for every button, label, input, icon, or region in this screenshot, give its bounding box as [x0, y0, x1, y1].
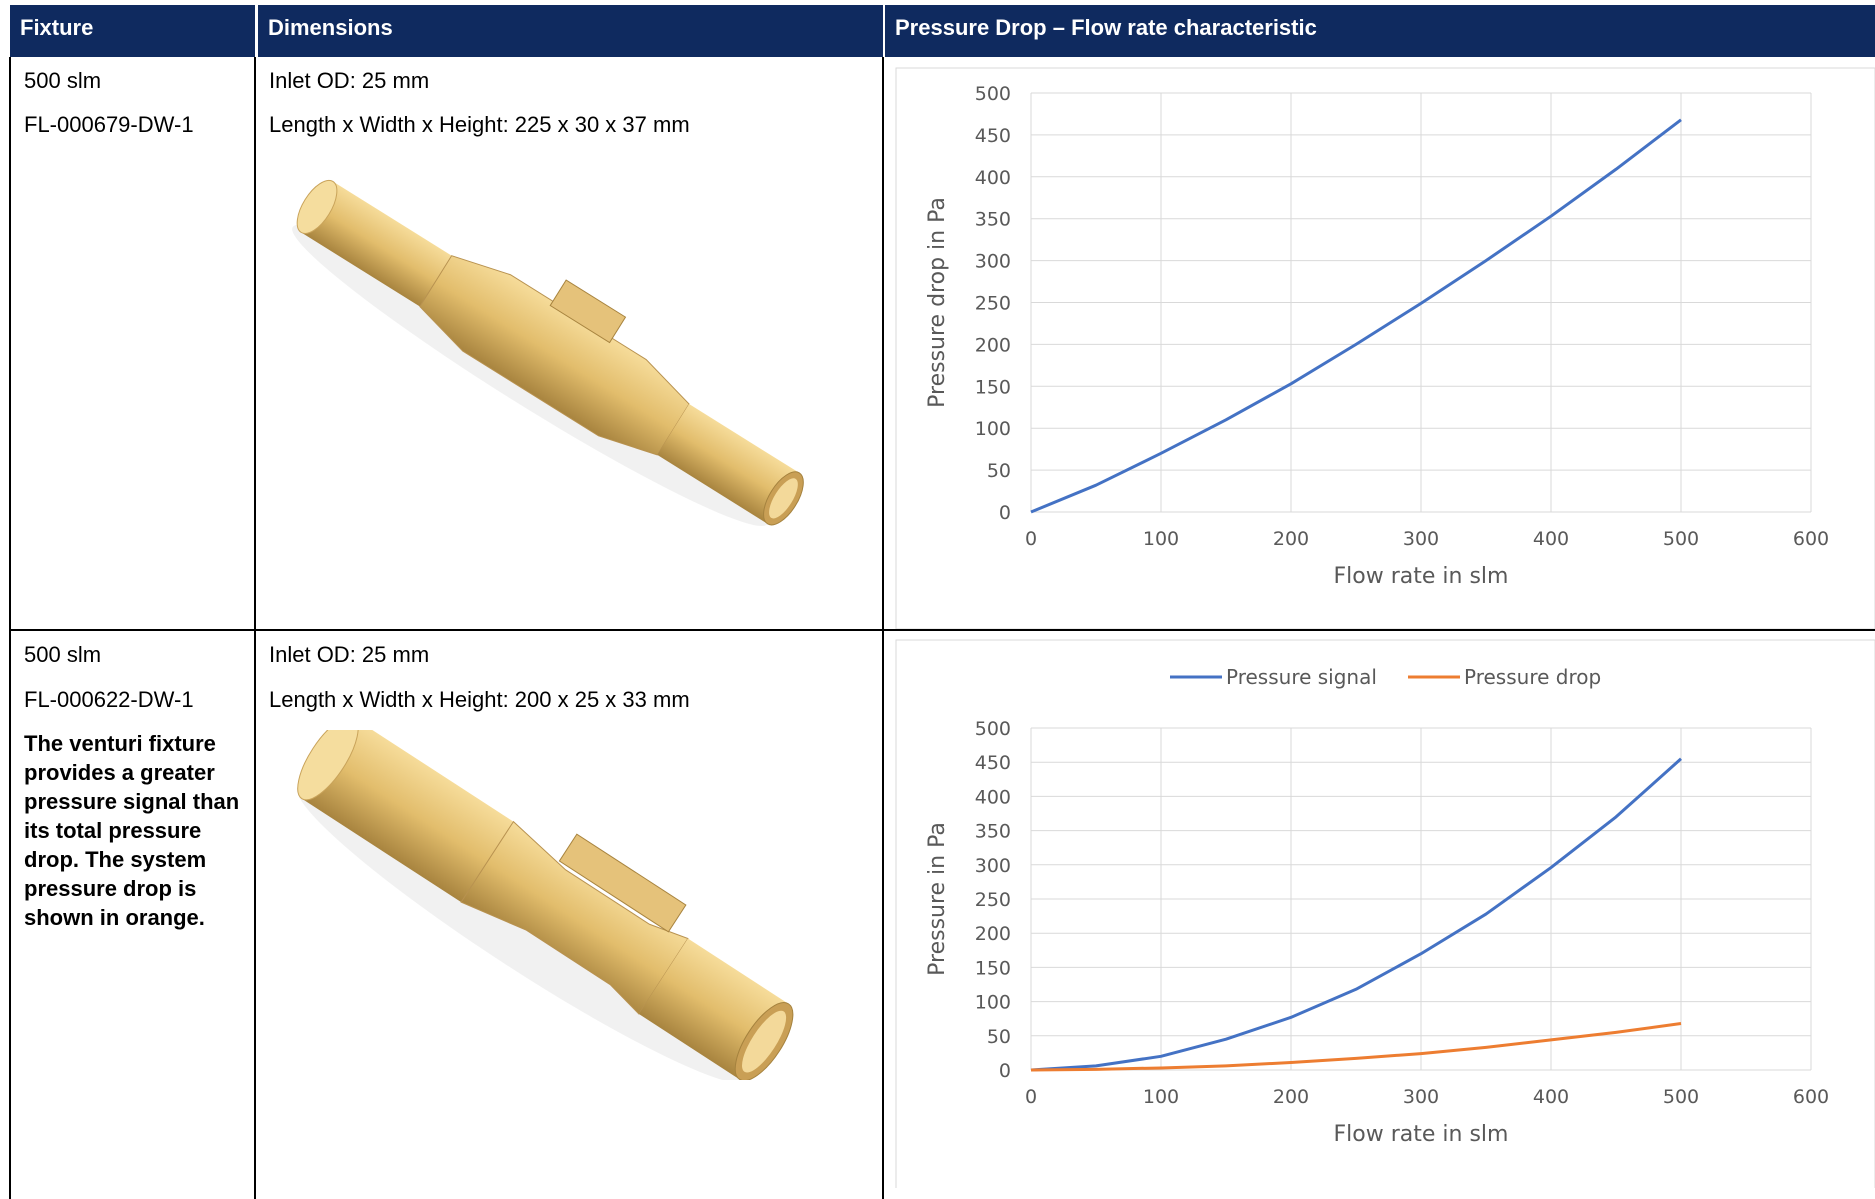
fixture-text: 500 slm	[24, 68, 102, 93]
dimension-text: Length x Width x Height: 225 x 30 x 37 m…	[269, 112, 690, 137]
fixture-text: FL-000622-DW-1	[24, 687, 194, 712]
y-tick-label: 300	[975, 251, 1011, 273]
fixture-text: 500 slm	[24, 642, 102, 667]
dimension-text: Length x Width x Height: 200 x 25 x 33 m…	[269, 687, 690, 712]
header-cell: Pressure Drop – Flow rate characteristic	[883, 5, 1875, 57]
cell	[254, 629, 884, 1199]
y-tick-label: 0	[999, 1060, 1011, 1082]
y-tick-label: 50	[987, 460, 1011, 482]
dimension-text: Inlet OD: 25 mm	[269, 642, 430, 667]
chart: 0 50 100 150 200 250 300 350 400 450 500 0 100 200 300…	[895, 67, 1875, 629]
y-tick-label: 450	[975, 752, 1011, 774]
series-line	[1030, 1022, 1682, 1072]
x-tick-label: 600	[1793, 1086, 1829, 1108]
y-tick-label: 0	[999, 502, 1011, 524]
cell	[9, 57, 256, 631]
y-tick-label: 50	[987, 1026, 1011, 1048]
x-tick-label: 200	[1273, 1086, 1309, 1108]
header-cell: Fixture	[10, 5, 255, 57]
chart: 0 50 100 150 200 250 300 350 400 450 500 0 100 200 300…	[895, 639, 1875, 1188]
x-tick-label: 300	[1403, 528, 1439, 550]
y-tick-label: 200	[975, 923, 1011, 945]
y-tick-label: 400	[975, 167, 1011, 189]
y-axis-label: Pressure drop in Pa	[925, 197, 950, 408]
series-line	[1030, 757, 1683, 1072]
note-text: The venturi fixture provides a greater p…	[24, 731, 240, 930]
y-tick-label: 300	[975, 855, 1011, 877]
y-tick-label: 350	[975, 821, 1011, 843]
dimension-text: Inlet OD: 25 mm	[269, 68, 430, 93]
y-tick-label: 350	[975, 209, 1011, 231]
y-axis-label: Pressure in Pa	[925, 822, 950, 976]
y-tick-label: 100	[975, 418, 1011, 440]
chart-frame	[895, 67, 1875, 629]
y-tick-label: 500	[975, 83, 1011, 105]
y-tick-label: 250	[975, 889, 1011, 911]
x-axis-label: Flow rate in slm	[1334, 1122, 1509, 1147]
y-tick-label: 100	[975, 992, 1011, 1014]
legend-label: Pressure drop	[1464, 665, 1601, 689]
y-tick-label: 450	[975, 125, 1011, 147]
x-tick-label: 300	[1403, 1086, 1439, 1108]
x-tick-label: 500	[1663, 528, 1699, 550]
legend-label: Pressure signal	[1226, 665, 1377, 689]
y-tick-label: 500	[975, 718, 1011, 740]
y-tick-label: 400	[975, 786, 1011, 808]
cell	[882, 629, 1875, 1199]
chart-frame	[895, 639, 1875, 1188]
fixture-image	[292, 179, 804, 526]
cell	[882, 57, 1875, 631]
x-axis-label: Flow rate in slm	[1334, 564, 1509, 589]
x-tick-label: 200	[1273, 528, 1309, 550]
cell	[254, 57, 884, 631]
y-tick-label: 200	[975, 334, 1011, 356]
x-tick-label: 100	[1143, 528, 1179, 550]
cell	[9, 629, 256, 1199]
y-tick-label: 250	[975, 293, 1011, 315]
x-tick-label: 0	[1025, 528, 1037, 550]
x-tick-label: 600	[1793, 528, 1829, 550]
x-tick-label: 500	[1663, 1086, 1699, 1108]
x-tick-label: 100	[1143, 1086, 1179, 1108]
x-tick-label: 0	[1025, 1086, 1037, 1108]
y-tick-label: 150	[975, 376, 1011, 398]
fixture-text: FL-000679-DW-1	[24, 112, 194, 137]
x-tick-label: 400	[1533, 1086, 1569, 1108]
series-line	[1030, 118, 1682, 514]
y-tick-label: 150	[975, 957, 1011, 979]
x-tick-label: 400	[1533, 528, 1569, 550]
fixture-image	[296, 730, 794, 1080]
header-cell: Dimensions	[256, 5, 883, 57]
